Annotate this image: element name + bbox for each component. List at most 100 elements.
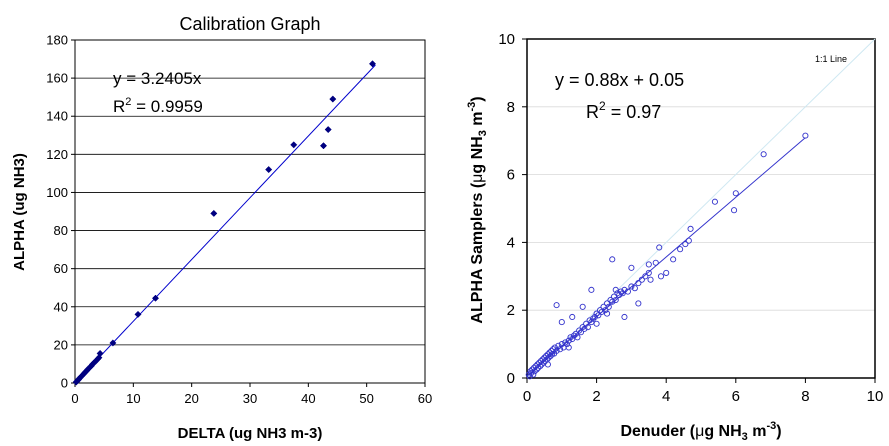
left-y-tick-label: 160 [46, 71, 68, 86]
left-y-tick-label: 140 [46, 109, 68, 124]
right-data-point [588, 319, 595, 326]
left-equation: y = 3.2405x [113, 69, 202, 88]
left-x-tick-label: 30 [243, 391, 257, 406]
left-y-tick-label: 0 [61, 376, 68, 391]
left-data-point [265, 166, 273, 174]
left-data-point [134, 310, 142, 318]
right-y-tick-label: 2 [507, 302, 515, 319]
left-chart-title: Calibration Graph [179, 14, 320, 34]
right-x-axis-label: Denuder (μg NH3 m-3) [620, 420, 781, 443]
left-r2-value: = 0.9959 [131, 97, 202, 116]
right-data-point [802, 132, 809, 139]
right-data-point [544, 361, 551, 368]
left-y-gridlines [75, 77, 425, 346]
left-x-tick-label: 60 [418, 391, 432, 406]
right-y-tick-label: 4 [507, 234, 515, 251]
right-y-gridlines [527, 106, 875, 311]
left-r-squared: R2 = 0.9959 [113, 96, 203, 116]
right-data-point [621, 313, 628, 321]
right-data-point [565, 337, 572, 344]
left-data-point [210, 209, 218, 217]
right-axis-ticks: 0 2 4 6 8 10 0 2 4 6 8 10 [498, 31, 883, 405]
left-y-tick-label: 40 [54, 299, 68, 314]
left-r2-letter: R [113, 97, 125, 116]
right-data-point [657, 273, 665, 280]
left-x-tick-label: 40 [301, 391, 315, 406]
right-data-point [760, 151, 767, 158]
left-data-point [329, 95, 337, 103]
left-data-point [151, 294, 160, 302]
right-r2-value: = 0.97 [606, 102, 662, 122]
right-data-point [558, 319, 565, 326]
right-data-points [525, 132, 809, 380]
right-data-point [635, 300, 642, 307]
right-y-tick-label: 8 [507, 99, 515, 116]
right-data-point [576, 327, 583, 334]
right-data-point [609, 256, 616, 263]
right-data-point [550, 346, 557, 353]
left-data-point [368, 60, 377, 68]
left-y-tick-label: 180 [46, 33, 68, 48]
right-data-point [572, 330, 579, 337]
right-data-point [711, 198, 718, 205]
right-data-point [605, 303, 612, 310]
left-y-tick-label: 60 [54, 261, 68, 276]
right-data-point [656, 244, 663, 251]
right-data-point [562, 339, 569, 346]
right-data-point [628, 283, 635, 290]
right-r2-sup: 2 [599, 99, 606, 113]
right-data-point [612, 296, 619, 304]
right-data-point [555, 342, 562, 349]
right-data-point [642, 273, 649, 280]
right-x-tick-label: 0 [523, 388, 531, 405]
left-chart: Calibration Graph 0204060801001201401601… [11, 14, 432, 442]
right-data-point [603, 300, 611, 307]
right-equation: y = 0.88x + 0.05 [555, 70, 684, 90]
right-data-point [574, 334, 581, 341]
right-data-point [670, 256, 677, 263]
right-data-point [645, 261, 652, 268]
right-data-point [617, 288, 625, 295]
right-data-point [569, 335, 576, 343]
right-data-point [590, 315, 597, 322]
right-data-point [628, 264, 635, 271]
right-data-point [593, 310, 600, 317]
left-r2-sup: 2 [125, 96, 131, 108]
right-data-point [586, 317, 593, 324]
right-x-tick-label: 6 [732, 388, 740, 405]
right-data-point [663, 269, 670, 276]
right-data-point [593, 320, 600, 327]
right-r-squared: R2 = 0.97 [586, 99, 661, 122]
left-y-tick-label: 20 [54, 337, 68, 352]
left-x-tick-label: 0 [71, 391, 78, 406]
right-data-point [645, 269, 652, 276]
right-data-point [621, 286, 628, 293]
right-data-point [624, 288, 631, 295]
right-data-point [570, 332, 578, 339]
right-trendline [526, 137, 806, 377]
left-y-tick-label: 80 [54, 223, 68, 238]
right-data-point [553, 302, 560, 309]
left-x-tick-label: 50 [359, 391, 373, 406]
right-data-point [565, 344, 572, 351]
right-one-to-one-label: 1:1 Line [815, 54, 847, 64]
right-data-point [732, 190, 739, 197]
right-data-point [591, 313, 598, 321]
right-data-point [563, 341, 571, 348]
right-data-point [677, 246, 684, 253]
right-data-point [567, 334, 574, 341]
right-data-point [610, 293, 618, 300]
right-data-point [687, 225, 694, 232]
right-data-point [569, 313, 576, 321]
right-x-tick-label: 4 [662, 388, 670, 405]
left-data-points [72, 60, 377, 386]
right-data-point [588, 286, 595, 293]
left-data-point [290, 141, 298, 149]
left-data-point [96, 349, 104, 358]
right-data-point [612, 286, 619, 293]
left-data-point [319, 142, 328, 150]
right-data-point [584, 324, 591, 331]
left-x-tick-label: 20 [184, 391, 198, 406]
right-data-point [685, 237, 692, 244]
